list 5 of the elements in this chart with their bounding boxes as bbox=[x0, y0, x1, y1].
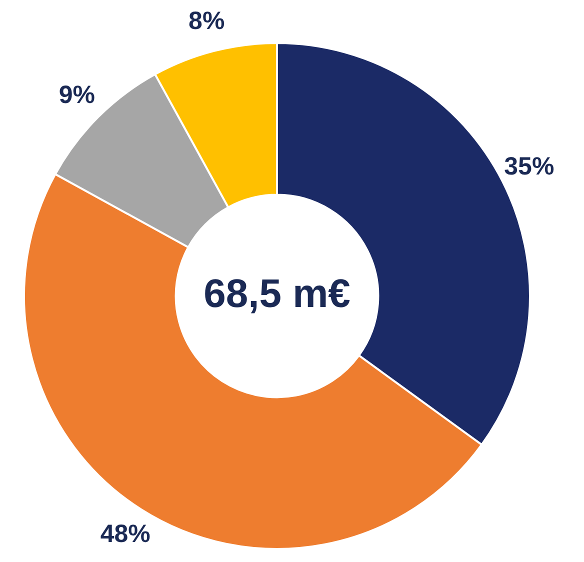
data-label: 35% bbox=[504, 152, 554, 180]
text: 68,5 m€ bbox=[204, 272, 350, 316]
data-label: 8% bbox=[188, 6, 225, 35]
data-label: 48% bbox=[100, 520, 150, 548]
data-label: 9% bbox=[58, 80, 95, 109]
